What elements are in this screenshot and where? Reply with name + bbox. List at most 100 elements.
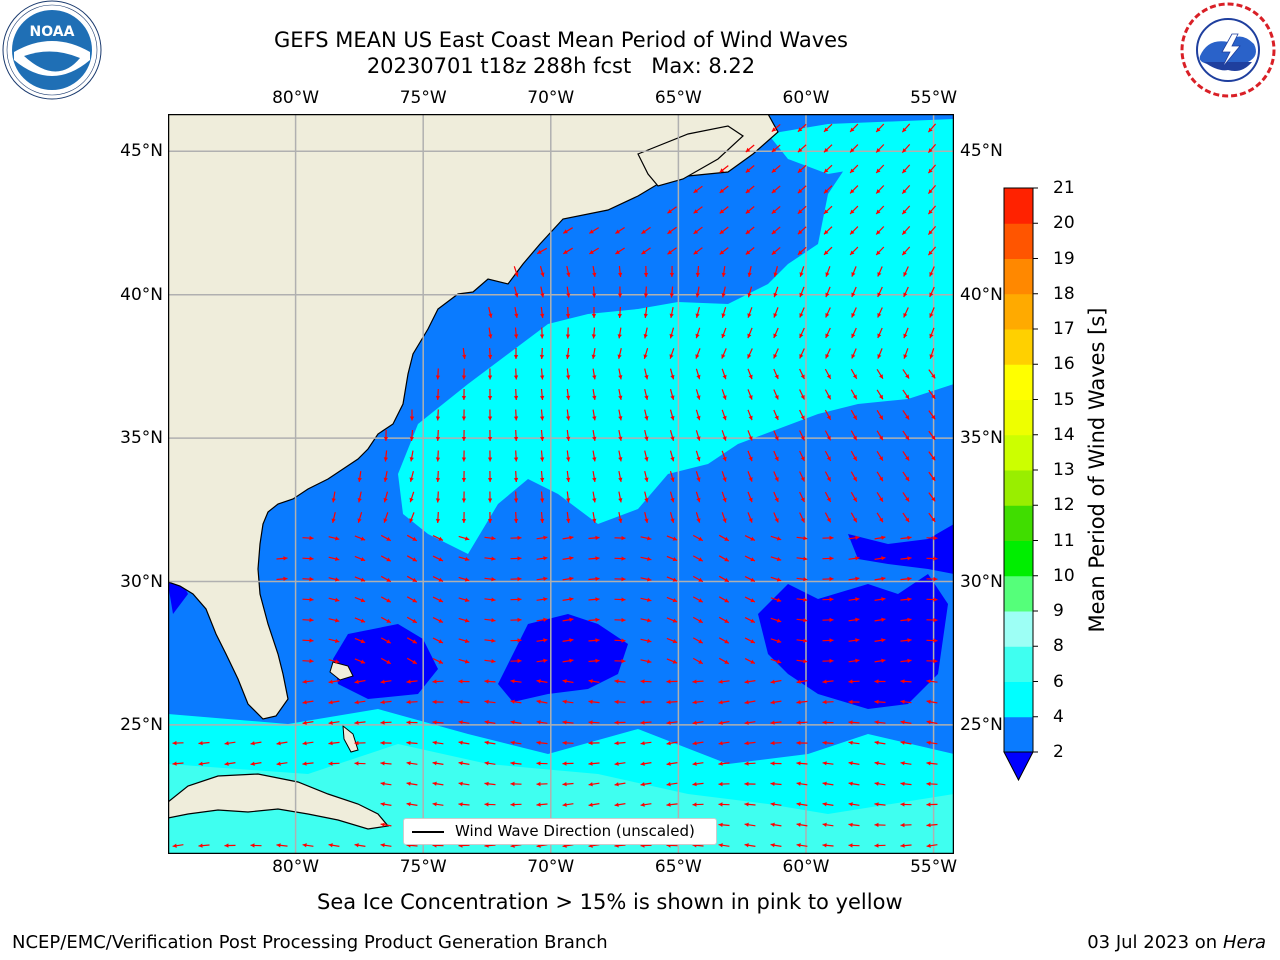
wave-arrow-head xyxy=(491,556,496,561)
wave-arrow-head xyxy=(850,230,855,235)
wave-arrow-head xyxy=(903,354,908,359)
wave-arrow-head xyxy=(829,535,834,541)
wave-arrow-head xyxy=(309,597,314,602)
wave-arrow-head xyxy=(745,188,751,193)
wave-arrow-head xyxy=(926,781,931,787)
wave-arrow-head xyxy=(905,394,910,400)
wave-arrow-head xyxy=(745,229,751,234)
wave-arrow-head xyxy=(776,597,782,602)
wave-arrow-head xyxy=(640,679,645,684)
wave-arrow-head xyxy=(825,313,830,318)
wave-arrow-head xyxy=(874,802,879,807)
wave-arrow-head xyxy=(592,457,597,462)
wave-arrow-head xyxy=(773,354,778,359)
wave-arrow-head xyxy=(719,188,725,193)
wave-arrow-head xyxy=(900,679,905,684)
wave-arrow-head xyxy=(877,354,882,359)
wave-arrow-head xyxy=(907,638,912,643)
wave-arrow-head xyxy=(409,457,414,462)
wave-arrow-head xyxy=(517,535,522,541)
wave-arrow-head xyxy=(900,740,905,745)
wave-arrow-head xyxy=(799,292,804,298)
wave-arrow-head xyxy=(640,699,645,705)
wave-arrow-head xyxy=(822,822,827,827)
wave-arrow-head xyxy=(595,597,600,602)
colorbar-tick-label: 6 xyxy=(1053,671,1064,692)
wave-arrow-head xyxy=(822,679,827,684)
wave-arrow-head xyxy=(672,557,678,562)
wave-arrow-head xyxy=(931,415,936,420)
wave-arrow-head xyxy=(669,313,674,318)
wave-arrow-head xyxy=(907,556,912,561)
wave-arrow-head xyxy=(172,740,177,746)
wave-arrow-head xyxy=(879,517,883,523)
wave-arrow-head xyxy=(591,314,597,318)
lon-label-top: 65°W xyxy=(654,88,702,108)
wave-arrow-head xyxy=(621,617,626,623)
wave-arrow-head xyxy=(824,148,829,153)
wave-arrow-head xyxy=(540,498,545,503)
wave-arrow-head xyxy=(850,127,855,132)
wave-arrow-head xyxy=(406,679,411,684)
wave-arrow-head xyxy=(592,416,597,421)
wave-arrow-head xyxy=(514,334,519,339)
wave-arrow-head xyxy=(412,639,417,644)
colorbar-label: Mean Period of Wind Waves [s] xyxy=(1085,307,1109,633)
wave-arrow-head xyxy=(800,395,805,400)
wave-arrow-head xyxy=(926,823,931,828)
wave-arrow-head xyxy=(928,209,933,215)
wave-arrow-head xyxy=(566,395,571,400)
wave-arrow-head xyxy=(773,272,778,277)
wave-arrow-head xyxy=(796,720,801,725)
wave-arrow-head xyxy=(826,435,831,441)
wave-arrow-head xyxy=(774,415,779,420)
wave-arrow-head xyxy=(721,293,726,298)
wave-arrow-head xyxy=(536,699,541,704)
wave-arrow-head xyxy=(412,598,417,603)
wave-arrow-head xyxy=(617,354,622,359)
wave-arrow-head xyxy=(745,168,751,173)
wave-arrow-head xyxy=(877,333,882,338)
wave-arrow-head xyxy=(640,802,645,807)
wave-arrow-head xyxy=(510,679,515,684)
wave-arrow-head xyxy=(748,477,753,482)
wave-arrow-head xyxy=(617,293,623,298)
wave-arrow-head xyxy=(380,761,385,766)
wave-arrow-head xyxy=(618,518,623,523)
wave-arrow-head xyxy=(621,576,626,582)
wave-arrow-head xyxy=(852,374,857,379)
wave-arrow-head xyxy=(850,209,855,214)
wave-arrow-head xyxy=(852,476,857,482)
colorbar-tick-label: 12 xyxy=(1053,495,1075,516)
colorbar-segment xyxy=(1004,223,1033,259)
wave-arrow-head xyxy=(672,659,678,664)
wave-arrow-head xyxy=(902,250,907,256)
wave-arrow-head xyxy=(487,375,493,380)
wave-arrow-head xyxy=(224,741,229,746)
wave-arrow-head xyxy=(386,577,391,582)
wave-arrow-head xyxy=(926,740,931,745)
wave-arrow-head xyxy=(745,147,751,152)
wave-arrow-head xyxy=(796,802,801,807)
wave-arrow-head xyxy=(855,556,860,561)
wave-arrow-head xyxy=(666,720,671,725)
wave-arrow-head xyxy=(328,843,333,848)
wave-arrow-head xyxy=(693,250,699,255)
wave-arrow-head xyxy=(618,395,623,400)
wave-arrow-head xyxy=(902,230,907,235)
wave-arrow-head xyxy=(747,333,752,339)
wave-arrow-head xyxy=(876,148,881,153)
wave-arrow-head xyxy=(566,436,571,441)
wave-arrow-head xyxy=(562,802,567,807)
wave-arrow-head xyxy=(850,148,855,153)
wave-arrow-head xyxy=(569,576,574,581)
wave-arrow-head xyxy=(718,781,723,787)
wave-arrow-head xyxy=(383,497,388,503)
wave-arrow-head xyxy=(696,395,701,400)
wave-arrow-head xyxy=(412,618,417,623)
wave-arrow-head xyxy=(540,436,545,441)
wave-arrow-head xyxy=(250,741,255,746)
wave-arrow-head xyxy=(647,618,652,623)
wave-arrow-head xyxy=(718,843,723,848)
wave-arrow-head xyxy=(750,639,755,644)
